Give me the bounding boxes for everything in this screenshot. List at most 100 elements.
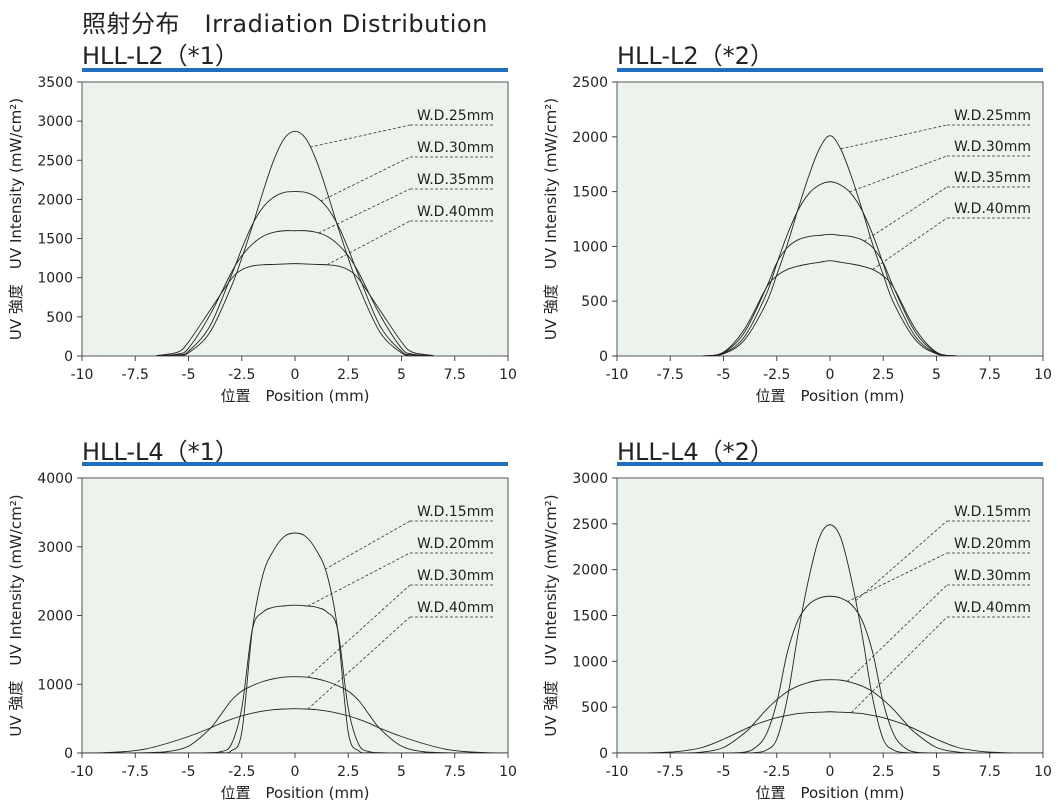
y-tick-label: 4000 — [37, 471, 73, 487]
series-leader-line — [863, 186, 948, 242]
x-tick-label: -7.5 — [657, 764, 684, 780]
y-tick-label: 2000 — [37, 192, 73, 208]
x-tick-label: -2.5 — [763, 367, 790, 383]
chart-panel-hll-l2-1: HLL-L2（*1） 0 500 1000 1500 2000 2500 3000 3500 -… — [0, 34, 529, 414]
y-tick-label: 1000 — [572, 239, 608, 255]
y-tick-label: 1500 — [572, 185, 608, 201]
x-tick-label: -2.5 — [763, 764, 790, 780]
x-tick-label: 2.5 — [872, 764, 894, 780]
y-tick-label: 2500 — [37, 153, 73, 169]
chart-title: HLL-L2（*1） — [82, 42, 239, 70]
y-tick-label: 1000 — [572, 654, 608, 670]
series-label: W.D.30mm — [417, 568, 494, 584]
series-label: W.D.40mm — [954, 201, 1031, 217]
y-tick-label: 1500 — [37, 232, 73, 248]
chart-title: HLL-L4（*2） — [617, 438, 774, 466]
series-label: W.D.20mm — [417, 536, 494, 552]
series-label: W.D.20mm — [954, 536, 1031, 552]
y-tick-label: 2000 — [572, 130, 608, 146]
series-leader-line — [855, 520, 948, 602]
series-line — [156, 230, 434, 356]
y-tick-label: 0 — [64, 349, 73, 365]
x-tick-label: -10 — [606, 367, 629, 383]
series-line — [617, 524, 1043, 753]
plot-area — [81, 81, 509, 357]
x-tick-label: -10 — [71, 367, 94, 383]
series-line — [82, 604, 508, 753]
series-label: W.D.30mm — [954, 139, 1031, 155]
series-leader-line — [846, 552, 948, 603]
y-tick-label: 3000 — [37, 114, 73, 130]
x-tick-label: -5 — [717, 764, 731, 780]
title-rule — [82, 462, 508, 466]
series-label: W.D.15mm — [417, 504, 494, 520]
x-tick-label: 0 — [826, 764, 835, 780]
title-rule — [82, 68, 508, 72]
series-leader-line — [307, 552, 411, 607]
plot-area — [616, 477, 1044, 754]
chart-svg: 0 500 1000 1500 2000 2500 3000 -10 -7.5 -5 -2.5 0 2.… — [542, 471, 1052, 802]
x-tick-label: 5 — [397, 367, 406, 383]
y-tick-label: 1000 — [37, 677, 73, 693]
y-tick-label: 3000 — [37, 540, 73, 556]
series-label: W.D.15mm — [954, 504, 1031, 520]
x-tick-label: -2.5 — [228, 764, 255, 780]
series-line — [702, 181, 958, 356]
x-tick-label: 10 — [499, 764, 517, 780]
plot-area — [616, 81, 1044, 357]
y-tick-label: 500 — [46, 310, 73, 326]
chart-panel-hll-l4-1: HLL-L4（*1） 0 1000 2000 3000 4000 -10 -7.5 -5 -2.… — [0, 430, 529, 811]
series-line — [156, 191, 434, 356]
series-line — [156, 130, 434, 356]
y-tick-label: 2000 — [37, 609, 73, 625]
x-tick-label: 0 — [826, 367, 835, 383]
x-tick-label: 7.5 — [979, 367, 1001, 383]
x-tick-label: 2.5 — [337, 764, 359, 780]
chart-svg: 0 1000 2000 3000 4000 -10 -7.5 -5 -2.5 0 2.5 5 7.5 10… — [7, 471, 517, 802]
y-tick-label: 2000 — [572, 563, 608, 579]
x-tick-label: -10 — [71, 764, 94, 780]
x-axis-label: 位置 Position (mm) — [220, 387, 369, 405]
chart-panel-hll-l2-2: HLL-L2（*2） 0 500 1000 1500 2000 2500 -10 -7.5 -5… — [537, 34, 1058, 414]
chart-svg: 0 500 1000 1500 2000 2500 -10 -7.5 -5 -2.5 0 2.5 5 7.… — [542, 75, 1052, 405]
series-label: W.D.40mm — [417, 204, 494, 220]
y-tick-label: 0 — [64, 746, 73, 762]
x-tick-label: 10 — [1034, 367, 1052, 383]
x-tick-label: -5 — [717, 367, 731, 383]
series-line — [617, 679, 1043, 753]
series-leader-line — [326, 220, 411, 266]
x-axis-label: 位置 Position (mm) — [755, 784, 904, 802]
series-label: W.D.40mm — [417, 600, 494, 616]
series-line — [702, 135, 958, 356]
x-tick-label: 10 — [499, 367, 517, 383]
chart-panel-hll-l4-2: HLL-L4（*2） 0 500 1000 1500 2000 2500 3000 -10 -7… — [537, 430, 1058, 811]
y-tick-label: 500 — [581, 294, 608, 310]
series-line — [617, 711, 1043, 753]
y-tick-label: 3500 — [37, 75, 73, 91]
y-axis-label: UV 強度 UV Intensity (mW/cm²) — [542, 494, 560, 736]
series-leader-line — [309, 124, 411, 148]
x-tick-label: 5 — [932, 764, 941, 780]
title-rule — [617, 462, 1043, 466]
x-tick-label: -7.5 — [657, 367, 684, 383]
series-leader-line — [846, 584, 948, 682]
series-line — [82, 676, 508, 753]
chart-title: HLL-L2（*2） — [617, 42, 774, 70]
y-tick-label: 3000 — [572, 471, 608, 487]
series-label: W.D.35mm — [417, 172, 494, 188]
x-axis-label: 位置 Position (mm) — [220, 784, 369, 802]
series-line — [617, 595, 1043, 753]
x-tick-label: 2.5 — [337, 367, 359, 383]
x-tick-label: 0 — [291, 367, 300, 383]
x-tick-label: 5 — [932, 367, 941, 383]
x-tick-label: 7.5 — [979, 764, 1001, 780]
series-leader-line — [851, 616, 948, 713]
y-axis-label: UV 強度 UV Intensity (mW/cm²) — [542, 98, 560, 340]
y-tick-label: 2500 — [572, 517, 608, 533]
series-leader-line — [849, 155, 948, 193]
x-tick-label: 7.5 — [444, 367, 466, 383]
x-tick-label: -2.5 — [228, 367, 255, 383]
series-leader-line — [307, 584, 411, 678]
x-tick-label: -5 — [182, 764, 196, 780]
chart-title: HLL-L4（*1） — [82, 438, 239, 466]
